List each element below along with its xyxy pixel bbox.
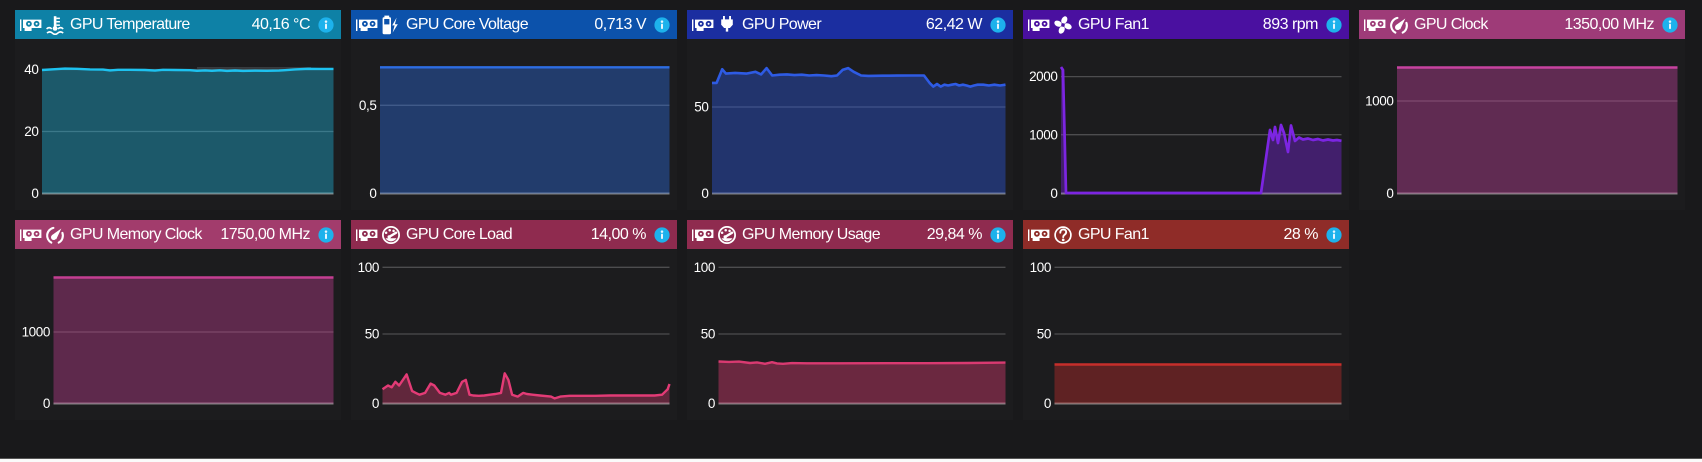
- svg-text:50: 50: [1037, 327, 1051, 342]
- svg-text:0: 0: [1044, 396, 1051, 411]
- svg-text:40: 40: [24, 62, 38, 77]
- svg-text:100: 100: [694, 260, 715, 275]
- svg-text:50: 50: [701, 327, 715, 342]
- svg-text:0: 0: [43, 396, 50, 411]
- svg-text:1000: 1000: [1365, 94, 1393, 109]
- svg-text:0: 0: [708, 396, 715, 411]
- svg-text:100: 100: [358, 260, 379, 275]
- svg-text:0,5: 0,5: [359, 98, 377, 113]
- svg-text:0: 0: [701, 186, 708, 201]
- svg-text:50: 50: [694, 100, 708, 115]
- svg-text:0: 0: [372, 396, 379, 411]
- svg-text:1000: 1000: [22, 325, 50, 340]
- svg-text:100: 100: [1030, 260, 1051, 275]
- svg-text:2000: 2000: [1029, 69, 1057, 84]
- svg-text:0: 0: [31, 186, 38, 201]
- svg-text:1000: 1000: [1029, 127, 1057, 142]
- svg-text:0: 0: [1050, 186, 1057, 201]
- svg-text:20: 20: [24, 124, 38, 139]
- svg-text:50: 50: [365, 327, 379, 342]
- svg-text:0: 0: [369, 186, 376, 201]
- svg-text:0: 0: [1386, 186, 1393, 201]
